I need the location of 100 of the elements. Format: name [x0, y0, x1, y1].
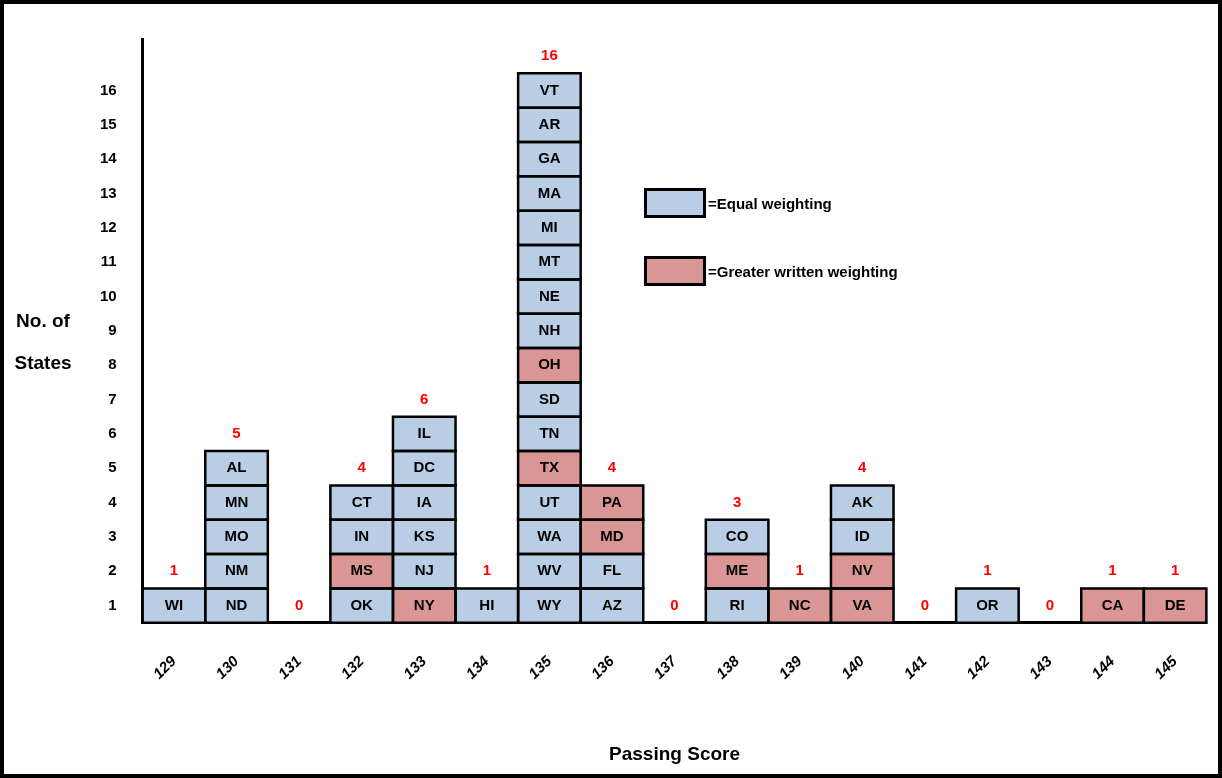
x-tick-label: 131 [274, 652, 305, 682]
data-label: MS [350, 561, 373, 579]
data-label: AK [851, 492, 874, 510]
data-label: NY [413, 595, 435, 613]
data-label: GA [538, 149, 561, 167]
data-label: ND [225, 595, 248, 613]
x-tick-label: 141 [900, 652, 930, 682]
data-label: AZ [601, 595, 622, 613]
data-label: CO [725, 527, 749, 545]
y-tick-label: 5 [108, 458, 117, 476]
y-tick-label: 12 [100, 218, 117, 236]
x-tick-label: 129 [149, 651, 180, 682]
y-tick-label: 4 [108, 492, 118, 510]
x-tick-label: 133 [399, 651, 430, 682]
y-tick-label: 11 [100, 252, 117, 270]
total-label: 1 [795, 561, 804, 579]
x-tick-label: 130 [211, 651, 243, 682]
data-label: CA [1101, 595, 1124, 613]
annotation: =Equal weighting [708, 194, 832, 212]
x-tick-label: 140 [837, 651, 868, 682]
data-label: OH [538, 355, 561, 373]
y-tick-label: 3 [108, 527, 117, 545]
y-tick-label: 6 [108, 424, 117, 442]
data-label: MD [600, 527, 624, 545]
total-label: 1 [169, 561, 179, 579]
data-label: RI [729, 595, 745, 613]
data-label: HI [479, 595, 495, 613]
data-label: NJ [414, 561, 434, 579]
data-label: FL [602, 561, 622, 579]
data-label: CT [351, 492, 372, 510]
y-tick-label: 15 [100, 114, 117, 132]
data-label: WA [537, 527, 562, 545]
total-label: 4 [858, 458, 868, 476]
y-axis-title: No. of States [13, 309, 73, 375]
x-tick-label: 137 [649, 651, 681, 682]
data-label: NM [224, 561, 249, 579]
data-label: MI [541, 218, 558, 236]
data-label: NE [538, 286, 560, 304]
data-label: AR [538, 114, 561, 132]
data-label: ME [725, 561, 749, 579]
total-label: 4 [607, 458, 617, 476]
data-label: DC [413, 458, 436, 476]
data-label: PA [602, 492, 622, 510]
annotation: =Greater written weighting [708, 262, 898, 280]
total-label: 1 [1170, 561, 1180, 579]
total-label: 5 [232, 424, 241, 442]
x-tick-label: 134 [462, 651, 493, 682]
data-label: OK [350, 595, 374, 613]
total-label: 1 [1108, 561, 1117, 579]
data-label: MA [537, 183, 562, 201]
text: 0 [294, 595, 304, 613]
data-label: WY [537, 595, 562, 613]
data-label: MN [224, 492, 249, 510]
data-label: IN [354, 527, 370, 545]
x-tick-label: 144 [1087, 651, 1119, 682]
data-label: WI [164, 595, 184, 613]
y-tick-label: 2 [108, 561, 117, 579]
text: 0 [670, 595, 679, 613]
y-tick-label: 16 [100, 80, 117, 98]
total-label: 1 [983, 561, 992, 579]
y-tick-label: 8 [108, 355, 117, 373]
total-label: 4 [357, 458, 367, 476]
x-tick-label: 138 [712, 651, 743, 682]
y-tick-label: 13 [100, 183, 117, 201]
data-label: DE [1164, 595, 1186, 613]
total-label: 16 [541, 46, 558, 64]
x-tick-label: 132 [337, 651, 368, 682]
y-tick-label: 9 [108, 321, 117, 339]
data-label: KS [413, 527, 435, 545]
data-label: IL [417, 424, 431, 442]
x-tick-label: 143 [1025, 651, 1056, 682]
x-tick-label: 135 [524, 651, 555, 682]
data-label: ID [854, 527, 870, 545]
data-label: NH [538, 321, 561, 339]
y-tick-label: 1 [108, 595, 117, 613]
x-tick-label: 139 [775, 651, 806, 682]
data-label: NC [788, 595, 811, 613]
text: 0 [1045, 595, 1055, 613]
total-label: 1 [482, 561, 491, 579]
data-label: VT [539, 80, 559, 98]
data-label: WV [537, 561, 562, 579]
data-label: UT [539, 492, 560, 510]
x-axis-title: Passing Score [609, 742, 741, 764]
text: 0 [920, 595, 929, 613]
x-tick-label: 136 [587, 651, 618, 682]
y-tick-label: 14 [100, 149, 118, 167]
y-tick-label: 10 [100, 286, 117, 304]
data-label: OR [976, 595, 999, 613]
y-tick-label: 7 [108, 389, 117, 407]
x-tick-label: 142 [962, 651, 993, 682]
data-label: NV [851, 561, 873, 579]
data-label: MT [538, 252, 561, 270]
x-tick-label: 145 [1150, 651, 1181, 682]
data-label: SD [538, 389, 560, 407]
total-label: 3 [732, 492, 742, 510]
data-label: MO [224, 527, 249, 545]
data-label: TX [539, 458, 559, 476]
total-label: 6 [420, 389, 429, 407]
data-label: IA [416, 492, 432, 510]
data-label: VA [852, 595, 873, 613]
